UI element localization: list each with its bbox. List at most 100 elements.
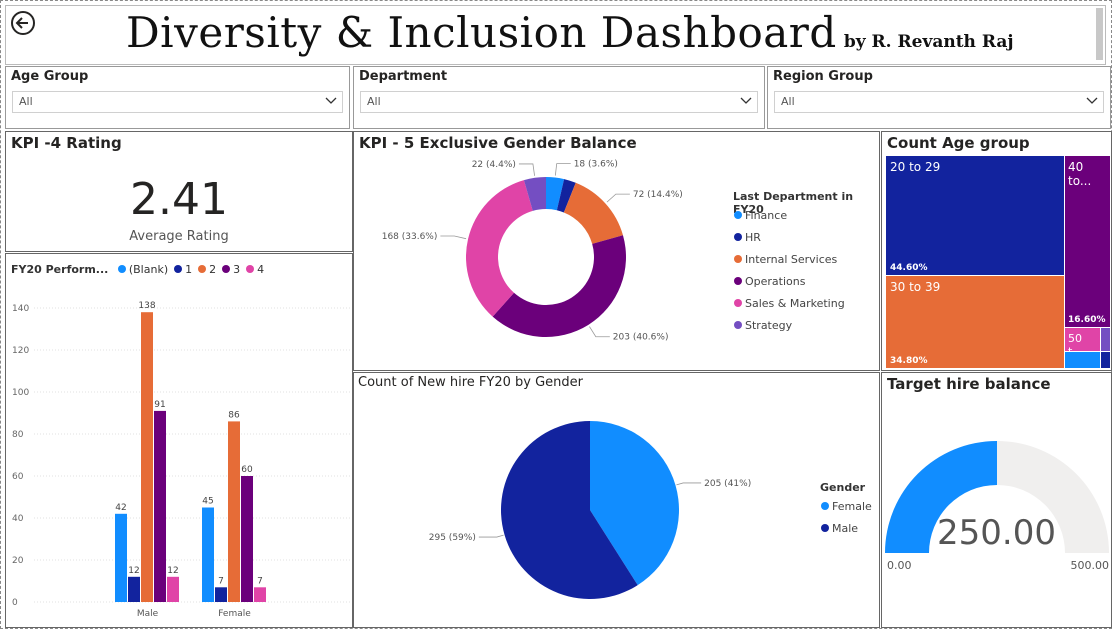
legend-dot-icon <box>734 211 742 219</box>
pie-slice <box>556 179 576 213</box>
slicer-label: Department <box>359 69 448 84</box>
legend-dot-icon <box>198 265 207 273</box>
bar <box>202 507 214 602</box>
chevron-down-icon <box>740 97 752 104</box>
bar <box>254 587 266 602</box>
treemap-tile-30-39[interactable]: 30 to 39 34.80% <box>886 276 1064 368</box>
bar-data-label: 7 <box>218 576 224 586</box>
gauge-value: 250.00 <box>937 513 1056 553</box>
treemap-tile-40-plus[interactable]: 40 to... 16.60% <box>1065 156 1110 327</box>
bar <box>228 421 240 602</box>
donut-legend-item[interactable]: Finance <box>734 209 787 222</box>
legend-label: Strategy <box>745 319 793 332</box>
legend-dot-icon <box>117 265 126 273</box>
performance-bar-chart[interactable]: FY20 Perform... (Blank) 1 2 3 4 0 20 40 60 80 100… <box>5 253 353 628</box>
slice-data-label: 22 (4.4%) <box>472 160 516 170</box>
legend-label: Male <box>832 522 859 535</box>
pie-legend-item[interactable]: Female <box>821 500 872 513</box>
leader-line <box>554 163 571 176</box>
kpi4-value: 2.41 <box>130 174 228 225</box>
gauge-max-label: 500.00 <box>1070 559 1110 572</box>
bar-legend-item[interactable]: 2 <box>198 263 216 276</box>
donut-legend-item[interactable]: Sales & Marketing <box>734 297 845 310</box>
tile-label: 20 to 29 <box>890 160 941 174</box>
y-tick-label: 120 <box>12 346 29 356</box>
bar-legend: (Blank) 1 2 3 4 <box>112 263 264 276</box>
slice-data-label: 72 (14.4%) <box>633 190 683 200</box>
author-byline: by R. Revanth Raj <box>843 32 1014 52</box>
pie-slice <box>466 180 533 317</box>
slice-data-label: 18 (3.6%) <box>574 160 618 170</box>
gender-balance-donut-panel[interactable]: KPI - 5 Exclusive Gender Balance 18 (3.6… <box>353 131 880 371</box>
y-tick-label: 0 <box>12 598 18 608</box>
back-arrow-icon[interactable] <box>9 9 37 37</box>
pie-legend-item[interactable]: Male <box>821 522 858 535</box>
dropdown-value: All <box>781 95 795 108</box>
legend-dot-icon <box>222 265 231 273</box>
legend-label: Operations <box>745 275 806 288</box>
donut-chart-svg: 18 (3.6%) 72 (14.4%) 203 (40.6%) 168 (33.6%… <box>382 160 683 343</box>
legend-label: 2 <box>209 263 217 276</box>
legend-label: Female <box>832 500 872 513</box>
treemap-tile-small-a[interactable] <box>1101 328 1110 351</box>
leader-line <box>606 193 630 203</box>
gauge-min-label: 0.00 <box>887 559 912 572</box>
legend-dot-icon <box>246 265 255 273</box>
chevron-down-icon <box>325 97 337 104</box>
legend-label: 3 <box>233 263 241 276</box>
treemap-tile-small-c[interactable] <box>1101 352 1110 368</box>
slicer-department: Department All <box>353 66 765 129</box>
bar-data-label: 138 <box>138 301 155 311</box>
leader-line <box>440 235 467 240</box>
tile-label: 30 to 39 <box>890 280 941 294</box>
department-dropdown[interactable]: All <box>360 91 758 113</box>
age-group-dropdown[interactable]: All <box>12 91 343 113</box>
pie-slice <box>563 182 623 244</box>
slice-data-label: 168 (33.6%) <box>382 232 438 242</box>
header-panel: Diversity & Inclusion Dashboard by R. Re… <box>5 5 1106 65</box>
leader-line <box>478 534 504 538</box>
legend-dot-icon <box>734 299 742 307</box>
legend-label: Finance <box>745 209 788 222</box>
legend-dot-icon <box>734 321 742 329</box>
gauge-title: Target hire balance <box>887 375 1051 393</box>
region-group-dropdown[interactable]: All <box>774 91 1104 113</box>
legend-label: (Blank) <box>128 263 169 276</box>
slice-data-label: 205 (41%) <box>704 479 751 489</box>
pie-slice <box>590 421 680 586</box>
bar <box>128 576 140 602</box>
bar-legend-item[interactable]: 3 <box>222 263 240 276</box>
pie-title: Count of New hire FY20 by Gender <box>358 375 584 390</box>
header-scrollbar[interactable] <box>1096 8 1103 60</box>
pie-slice <box>501 421 638 599</box>
donut-legend-item[interactable]: Internal Services <box>734 253 837 266</box>
slicer-label: Age Group <box>11 69 89 84</box>
legend-label: Internal Services <box>745 253 838 266</box>
donut-legend-item[interactable]: Operations <box>734 275 805 288</box>
x-tick-label: Female <box>218 609 251 619</box>
donut-legend-item[interactable]: Strategy <box>734 319 792 332</box>
bar-legend-item[interactable]: (Blank) <box>117 263 169 276</box>
bar-legend-item[interactable]: 4 <box>246 263 264 276</box>
treemap-tile-20-29[interactable]: 20 to 29 44.60% <box>886 156 1064 275</box>
age-group-treemap-panel[interactable]: Count Age group 20 to 29 44.60% 30 to 39… <box>881 131 1112 371</box>
treemap-tile-small-b[interactable] <box>1065 352 1100 368</box>
y-tick-label: 100 <box>12 388 29 398</box>
pie-slice <box>492 235 626 337</box>
target-hire-gauge-panel[interactable]: Target hire balance 250.00 0.00 500.00 <box>881 372 1112 628</box>
leader-line <box>589 326 610 338</box>
tile-percent: 34.80% <box>890 356 928 366</box>
gauge-svg <box>885 441 1109 553</box>
y-tick-label: 140 <box>12 304 29 314</box>
bar <box>141 312 153 602</box>
kpi4-card[interactable]: KPI -4 Rating 2.41 Average Rating <box>5 131 353 252</box>
donut-legend-item[interactable]: HR <box>734 231 761 244</box>
bar-legend-item[interactable]: 1 <box>174 263 192 276</box>
page-title: Diversity & Inclusion Dashboard <box>126 8 837 57</box>
treemap-tile-50-plus[interactable]: 50 t... <box>1065 328 1100 358</box>
new-hire-pie-panel[interactable]: Count of New hire FY20 by Gender 205 (41… <box>353 372 880 628</box>
bar <box>241 476 253 602</box>
pie-legend-title: Gender <box>820 481 866 494</box>
bar-data-label: 7 <box>257 576 263 586</box>
legend-label: 4 <box>257 263 265 276</box>
